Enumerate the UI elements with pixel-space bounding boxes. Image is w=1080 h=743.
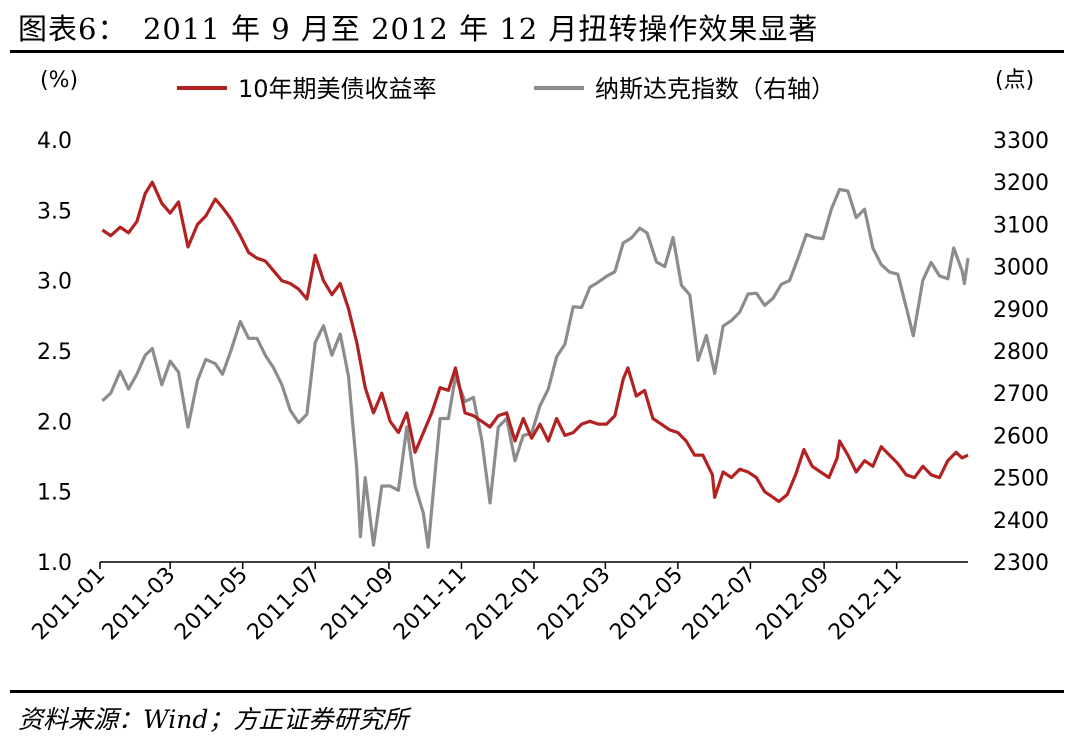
right-tick-label: 2500 [993,467,1049,492]
x-tick-label: 2011-05 [170,563,253,646]
legend-label-treasury: 10年期美债收益率 [238,75,437,103]
x-tick-label: 2011-09 [317,563,400,646]
right-tick-label: 2600 [993,424,1049,449]
x-tick-label: 2012-01 [462,563,545,646]
right-axis-unit: (点) [995,68,1034,93]
right-tick-label: 3300 [993,129,1049,154]
top-rule [10,50,1064,53]
x-tick-label: 2012-07 [678,563,761,646]
right-tick-label: 2400 [993,509,1049,534]
x-tick-label: 2012-03 [533,563,616,646]
source-note: 资料来源：Wind；方正证券研究所 [18,705,409,734]
page-title: 图表6： 2011 年 9 月至 2012 年 12 月扭转操作效果显著 [18,12,819,46]
left-tick-label: 4.0 [37,129,72,154]
right-tick-label: 2800 [993,340,1049,365]
bottom-rule [10,690,1064,693]
right-tick-label: 3100 [993,213,1049,238]
x-tick-label: 2011-11 [389,563,472,646]
left-axis-unit: (%) [40,68,78,93]
x-tick-label: 2011-03 [98,563,181,646]
left-tick-label: 1.0 [37,551,72,576]
x-tick-label: 2011-07 [243,563,326,646]
left-tick-label: 3.0 [37,270,72,295]
left-tick-label: 2.0 [37,410,72,435]
right-tick-label: 2300 [993,551,1049,576]
left-tick-label: 2.5 [37,340,72,365]
left-tick-label: 1.5 [37,481,72,506]
right-tick-label: 3200 [993,171,1049,196]
chart: (%) (点) 10年期美债收益率 纳斯达克指数（右轴） 1.0 1.5 2.0 2.… [28,68,1049,646]
x-tick-label: 2012-11 [824,563,907,646]
left-tick-label: 3.5 [37,199,72,224]
x-tick-label: 2012-09 [752,563,835,646]
x-tick-label: 2012-05 [605,563,688,646]
series-line-treasury [101,180,969,504]
legend-label-nasdaq: 纳斯达克指数（右轴） [595,75,835,103]
right-tick-label: 2900 [993,298,1049,323]
right-tick-label: 3000 [993,256,1049,281]
series-line-nasdaq [101,187,970,549]
right-tick-label: 2700 [993,382,1049,407]
